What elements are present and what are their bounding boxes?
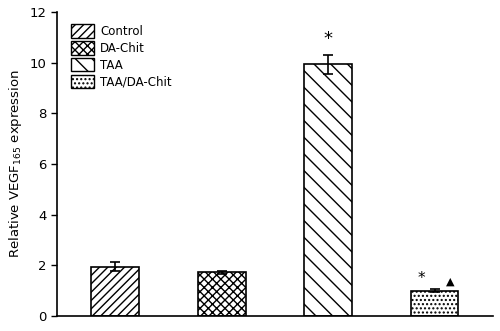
Bar bbox=[198, 272, 246, 316]
Legend: Control, DA-Chit, TAA, TAA/DA-Chit: Control, DA-Chit, TAA, TAA/DA-Chit bbox=[67, 21, 176, 92]
Y-axis label: Relative VEGF$_{165}$ expression: Relative VEGF$_{165}$ expression bbox=[7, 70, 24, 259]
Text: *: * bbox=[324, 30, 332, 48]
Text: *: * bbox=[418, 271, 426, 286]
Bar bbox=[410, 291, 459, 316]
Text: ▲: ▲ bbox=[446, 276, 455, 286]
Bar bbox=[92, 267, 140, 316]
Bar bbox=[304, 65, 352, 316]
